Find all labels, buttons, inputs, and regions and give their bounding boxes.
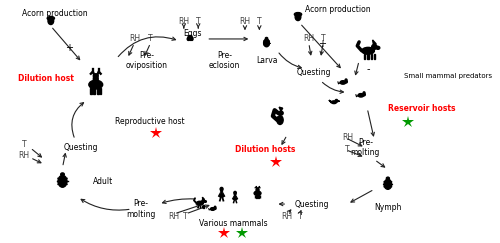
Circle shape (214, 206, 216, 208)
Text: Pre-
oviposition: Pre- oviposition (126, 51, 168, 70)
Ellipse shape (196, 201, 203, 205)
Ellipse shape (363, 93, 366, 96)
Text: Dilution hosts: Dilution hosts (236, 145, 296, 154)
Ellipse shape (278, 111, 283, 115)
Text: T: T (184, 212, 188, 221)
Text: Pre-
molting: Pre- molting (126, 199, 156, 219)
Text: Dilution host: Dilution host (18, 74, 74, 83)
FancyBboxPatch shape (97, 88, 98, 95)
Text: Eggs: Eggs (184, 28, 202, 37)
Text: RH: RH (168, 212, 179, 221)
Ellipse shape (384, 179, 392, 189)
Text: Adult: Adult (93, 177, 114, 186)
Ellipse shape (204, 201, 206, 202)
Circle shape (220, 187, 223, 191)
Polygon shape (202, 197, 204, 200)
Text: Various mammals: Various mammals (199, 219, 268, 228)
Polygon shape (233, 194, 237, 199)
Ellipse shape (189, 37, 192, 40)
FancyBboxPatch shape (93, 88, 94, 95)
Circle shape (234, 191, 236, 194)
Ellipse shape (47, 17, 54, 20)
Text: Questing: Questing (63, 143, 98, 152)
Ellipse shape (89, 80, 102, 89)
Ellipse shape (214, 208, 216, 209)
Polygon shape (220, 191, 224, 197)
Polygon shape (329, 100, 332, 103)
Text: +: + (65, 43, 73, 53)
Ellipse shape (264, 39, 270, 47)
Ellipse shape (187, 37, 190, 40)
Text: RH: RH (240, 17, 250, 26)
Ellipse shape (358, 94, 364, 97)
Text: RH: RH (282, 212, 293, 221)
Ellipse shape (332, 101, 336, 104)
Text: T: T (22, 140, 26, 149)
FancyBboxPatch shape (94, 78, 98, 85)
FancyBboxPatch shape (256, 195, 257, 198)
Text: RH: RH (178, 17, 190, 26)
Text: T: T (257, 17, 262, 26)
Ellipse shape (340, 81, 346, 84)
Text: Reservoir hosts: Reservoir hosts (388, 104, 456, 113)
Ellipse shape (295, 13, 301, 21)
FancyBboxPatch shape (90, 88, 92, 95)
Polygon shape (279, 107, 282, 111)
Text: Nymph: Nymph (374, 202, 402, 211)
Ellipse shape (190, 35, 192, 38)
Ellipse shape (254, 191, 261, 195)
Text: Acorn production: Acorn production (22, 9, 88, 18)
Text: Questing: Questing (297, 68, 332, 77)
Circle shape (345, 79, 347, 81)
Text: Larva: Larva (256, 56, 278, 65)
FancyBboxPatch shape (100, 88, 102, 95)
Ellipse shape (376, 46, 380, 49)
Text: RH: RH (129, 35, 140, 43)
Ellipse shape (372, 44, 377, 49)
Text: T: T (298, 212, 302, 221)
Ellipse shape (60, 173, 64, 176)
Text: Small mammal predators: Small mammal predators (404, 72, 492, 78)
Text: Acorn production: Acorn production (305, 5, 371, 14)
Ellipse shape (210, 208, 215, 210)
Text: RH: RH (342, 133, 353, 142)
Text: T: T (196, 17, 200, 26)
Text: Reproductive host: Reproductive host (115, 118, 184, 127)
Text: -: - (366, 64, 370, 74)
Text: Questing: Questing (294, 200, 328, 208)
Ellipse shape (256, 188, 259, 190)
Text: T: T (345, 145, 350, 154)
Ellipse shape (94, 74, 98, 78)
Ellipse shape (277, 116, 283, 124)
FancyBboxPatch shape (254, 195, 256, 198)
Ellipse shape (294, 13, 302, 16)
Ellipse shape (58, 175, 67, 187)
FancyBboxPatch shape (371, 54, 372, 59)
Text: RH: RH (303, 35, 314, 43)
Ellipse shape (345, 80, 348, 83)
Ellipse shape (266, 37, 268, 39)
Ellipse shape (202, 200, 205, 202)
FancyBboxPatch shape (258, 195, 259, 198)
FancyBboxPatch shape (374, 54, 375, 59)
Text: T: T (148, 35, 153, 43)
FancyBboxPatch shape (256, 190, 259, 194)
Ellipse shape (386, 177, 390, 180)
Bar (50, 16, 51, 19)
Text: Pre-
eclosion: Pre- eclosion (208, 51, 240, 70)
Text: RH: RH (18, 151, 30, 160)
Ellipse shape (362, 47, 374, 54)
Circle shape (363, 92, 365, 94)
Circle shape (335, 99, 338, 102)
Ellipse shape (48, 17, 54, 25)
FancyBboxPatch shape (364, 54, 365, 59)
Ellipse shape (191, 37, 193, 40)
Text: Pre-
molting: Pre- molting (350, 138, 380, 157)
Polygon shape (372, 40, 376, 45)
Polygon shape (338, 101, 340, 102)
Text: +: + (318, 39, 326, 49)
Text: T: T (321, 35, 326, 43)
Ellipse shape (188, 35, 190, 38)
